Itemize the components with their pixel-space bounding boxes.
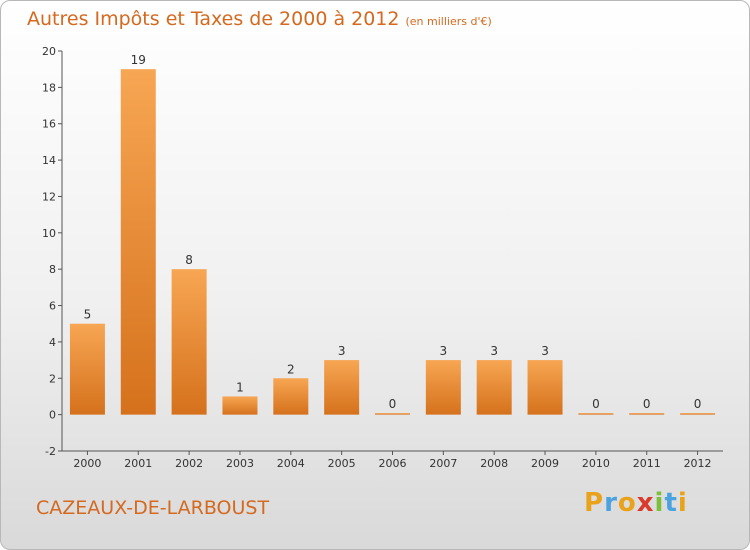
x-tick-label: 2002	[175, 457, 203, 470]
y-tick-label: 10	[42, 227, 56, 240]
bar	[680, 413, 716, 415]
data-label: 19	[131, 53, 146, 67]
bar	[273, 378, 309, 415]
data-label: 8	[185, 253, 193, 267]
y-tick-label: 20	[42, 45, 56, 58]
x-tick-label: 2007	[429, 457, 457, 470]
data-label: 3	[541, 344, 549, 358]
y-tick-label: 12	[42, 190, 56, 203]
x-tick-label: 2001	[124, 457, 152, 470]
bar	[222, 396, 258, 415]
data-label: 3	[338, 344, 346, 358]
x-tick-label: 2008	[480, 457, 508, 470]
y-tick-label: 16	[42, 118, 56, 131]
bar	[425, 360, 461, 415]
bar	[171, 269, 207, 415]
logo-letter: t	[664, 488, 678, 518]
bar	[578, 413, 614, 415]
data-label: 0	[592, 397, 600, 411]
logo-letter: i	[654, 488, 665, 518]
bar	[324, 360, 360, 415]
data-label: 0	[389, 397, 397, 411]
x-tick-label: 2010	[582, 457, 610, 470]
data-label: 1	[236, 380, 244, 394]
logo-letter: i	[677, 488, 688, 518]
y-tick-label: 4	[49, 336, 56, 349]
x-tick-label: 2005	[328, 457, 356, 470]
data-label: 0	[694, 397, 702, 411]
bar	[476, 360, 512, 415]
data-label: 0	[643, 397, 651, 411]
logo-letter: o	[617, 488, 637, 518]
y-tick-label: 18	[42, 81, 56, 94]
y-tick-label: 14	[42, 154, 56, 167]
data-label: 5	[84, 308, 92, 322]
x-tick-label: 2003	[226, 457, 254, 470]
chart-title-text: Autres Impôts et Taxes de 2000 à 2012	[27, 8, 400, 30]
x-tick-label: 2012	[684, 457, 712, 470]
x-tick-label: 2011	[633, 457, 661, 470]
y-tick-label: 6	[49, 300, 56, 313]
bar	[527, 360, 563, 415]
bar	[629, 413, 665, 415]
data-label: 3	[440, 344, 448, 358]
logo-letter: r	[604, 488, 618, 518]
chart-subtitle: (en milliers d'€)	[405, 15, 492, 28]
data-label: 2	[287, 362, 295, 376]
proxiti-logo: Proxiti	[584, 488, 688, 518]
y-tick-label: 2	[49, 372, 56, 385]
y-tick-label: -2	[45, 445, 56, 458]
bar	[69, 323, 105, 415]
commune-name: CAZEAUX-DE-LARBOUST	[36, 497, 270, 519]
y-tick-label: 0	[49, 409, 56, 422]
data-label: 3	[490, 344, 498, 358]
x-tick-label: 2009	[531, 457, 559, 470]
chart-title: Autres Impôts et Taxes de 2000 à 2012 (en…	[27, 8, 492, 30]
x-tick-label: 2004	[277, 457, 305, 470]
x-tick-label: 2006	[379, 457, 407, 470]
x-tick-label: 2000	[73, 457, 101, 470]
y-tick-label: 8	[49, 263, 56, 276]
logo-letter: x	[636, 488, 655, 518]
logo-letter: P	[584, 488, 605, 518]
bar	[120, 69, 156, 415]
bar	[375, 413, 410, 415]
